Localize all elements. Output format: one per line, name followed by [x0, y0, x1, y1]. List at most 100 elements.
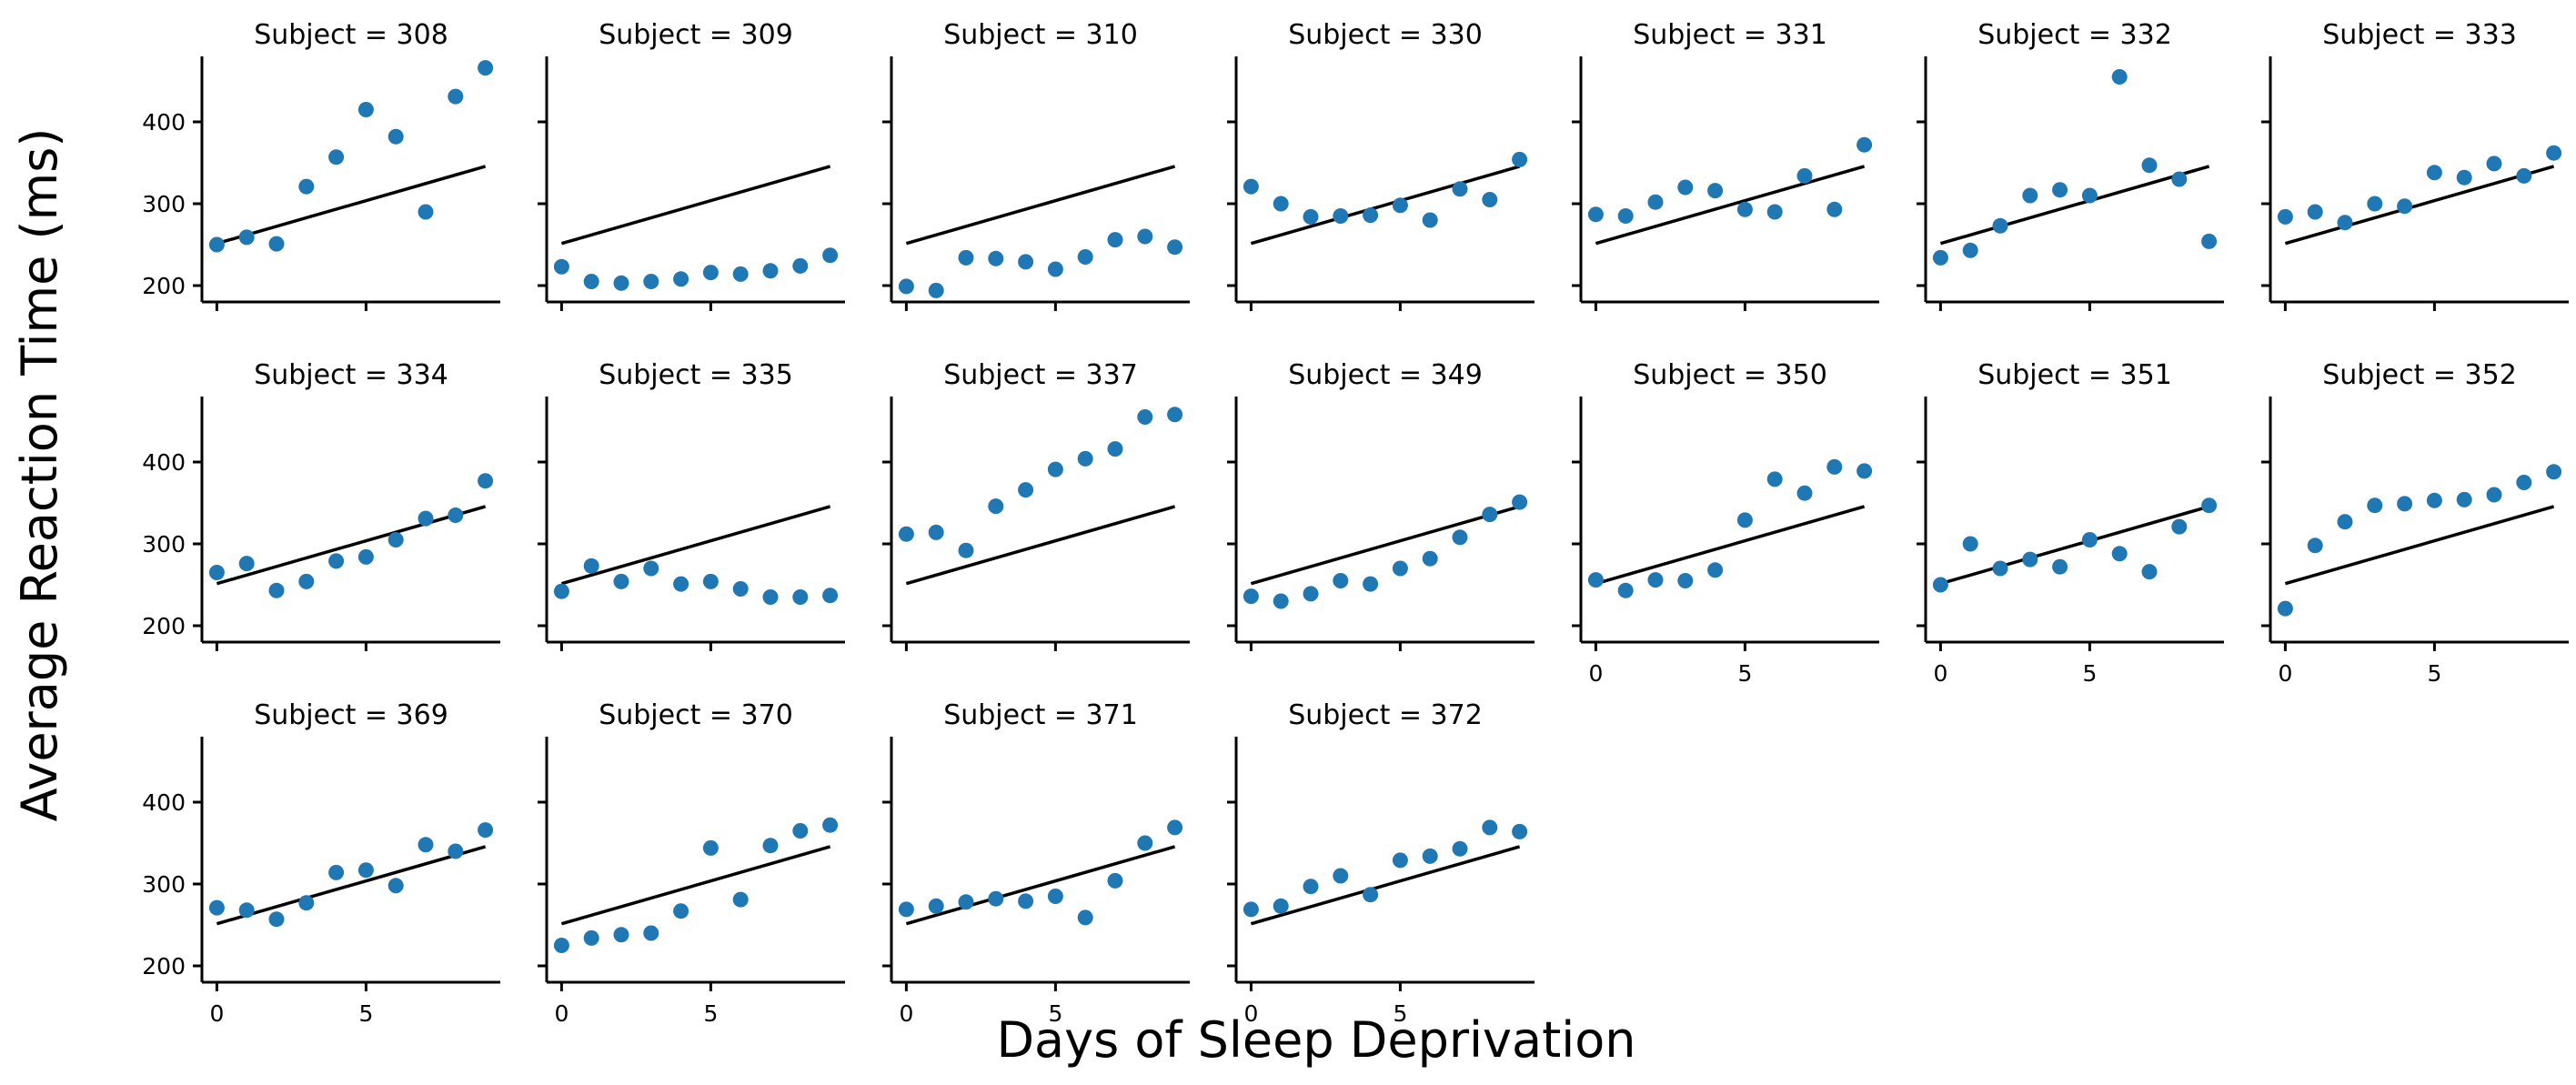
- x-tick-label: 5: [1393, 1000, 1407, 1027]
- data-point: [208, 565, 225, 580]
- data-point: [1766, 204, 1783, 220]
- data-point: [553, 583, 569, 599]
- panel-title: Subject = 330: [1288, 19, 1483, 51]
- data-point: [898, 278, 914, 295]
- x-axis-label: Days of Sleep Deprivation: [996, 1011, 1635, 1069]
- data-point: [1137, 835, 1153, 851]
- data-point: [1333, 208, 1349, 224]
- y-tick-label: 200: [142, 273, 186, 299]
- data-point: [1992, 217, 2008, 234]
- data-point: [643, 925, 659, 941]
- data-point: [2171, 171, 2188, 187]
- data-point: [1857, 463, 1873, 479]
- data-point: [1587, 572, 1604, 588]
- data-point: [1512, 151, 1528, 167]
- data-point: [1363, 887, 1379, 903]
- x-tick-label: 5: [1048, 1000, 1062, 1027]
- facet-panel: Subject = 308 200 300 400: [142, 19, 500, 311]
- data-point: [1932, 577, 1948, 593]
- regression-line: [1250, 165, 1521, 246]
- data-point: [1766, 471, 1783, 487]
- data-point: [1167, 239, 1183, 256]
- data-point: [2516, 167, 2532, 184]
- data-point: [2367, 196, 2383, 212]
- data-point: [2201, 233, 2218, 249]
- data-point: [328, 553, 345, 569]
- data-point: [1303, 879, 1319, 895]
- data-point: [1512, 823, 1528, 839]
- y-tick-label: 300: [142, 871, 186, 898]
- data-point: [357, 548, 374, 565]
- data-point: [2456, 491, 2472, 507]
- data-point: [822, 817, 839, 833]
- regression-line: [905, 845, 1176, 926]
- data-point: [762, 838, 779, 854]
- data-point: [673, 903, 689, 919]
- data-point: [553, 938, 569, 953]
- data-point: [1452, 181, 1468, 197]
- facet-panel: Subject = 349: [1227, 359, 1535, 651]
- panel-title: Subject = 350: [1633, 359, 1827, 391]
- data-point: [1617, 582, 1634, 598]
- data-point: [988, 250, 1004, 266]
- panel-title: Subject = 335: [599, 359, 793, 391]
- data-point: [478, 473, 494, 489]
- x-tick-label: 0: [1243, 1000, 1258, 1027]
- data-point: [1273, 196, 1289, 212]
- data-point: [2546, 464, 2562, 480]
- panel-title: Subject = 371: [943, 699, 1138, 731]
- regression-line: [560, 505, 831, 586]
- data-point: [1587, 206, 1604, 223]
- x-tick-label: 5: [2427, 660, 2441, 687]
- facet-panel: Subject = 309: [538, 19, 845, 311]
- y-tick-label: 200: [142, 613, 186, 639]
- data-point: [2052, 182, 2068, 198]
- regression-line: [2284, 505, 2555, 586]
- regression-line: [2284, 165, 2555, 246]
- data-point: [357, 102, 374, 117]
- data-point: [2141, 157, 2158, 174]
- data-point: [357, 862, 374, 879]
- data-point: [1707, 183, 1724, 199]
- data-point: [1047, 461, 1063, 477]
- data-point: [762, 263, 779, 279]
- data-point: [1647, 194, 1664, 210]
- panel-title: Subject = 334: [254, 359, 448, 391]
- data-point: [387, 128, 404, 145]
- data-point: [792, 823, 809, 839]
- data-point: [613, 275, 629, 291]
- data-point: [1422, 550, 1438, 567]
- data-point: [1512, 494, 1528, 510]
- y-tick-label: 300: [142, 531, 186, 558]
- data-point: [298, 178, 315, 195]
- regression-line: [560, 165, 831, 246]
- data-point: [448, 88, 464, 105]
- data-point: [2397, 198, 2413, 215]
- data-point: [1303, 586, 1319, 602]
- data-point: [2516, 475, 2532, 490]
- data-point: [928, 898, 944, 914]
- x-tick-label: 0: [209, 1000, 224, 1027]
- regression-line: [216, 165, 487, 246]
- data-point: [448, 843, 464, 859]
- data-point: [1107, 441, 1123, 457]
- data-point: [1422, 848, 1438, 864]
- data-point: [1167, 819, 1183, 836]
- data-point: [702, 573, 719, 589]
- y-tick-label: 200: [142, 953, 186, 980]
- data-point: [1992, 560, 2008, 577]
- data-point: [958, 542, 974, 558]
- data-point: [1243, 901, 1259, 918]
- y-tick-label: 400: [142, 109, 186, 136]
- data-point: [928, 524, 944, 540]
- data-point: [238, 556, 255, 572]
- data-point: [238, 229, 255, 246]
- data-point: [418, 837, 434, 853]
- panel-title: Subject = 351: [1977, 359, 2172, 391]
- data-point: [1077, 249, 1093, 265]
- data-point: [1047, 261, 1063, 277]
- data-point: [1962, 242, 1978, 258]
- data-point: [822, 247, 839, 264]
- data-point: [2141, 564, 2158, 580]
- data-point: [2456, 169, 2472, 186]
